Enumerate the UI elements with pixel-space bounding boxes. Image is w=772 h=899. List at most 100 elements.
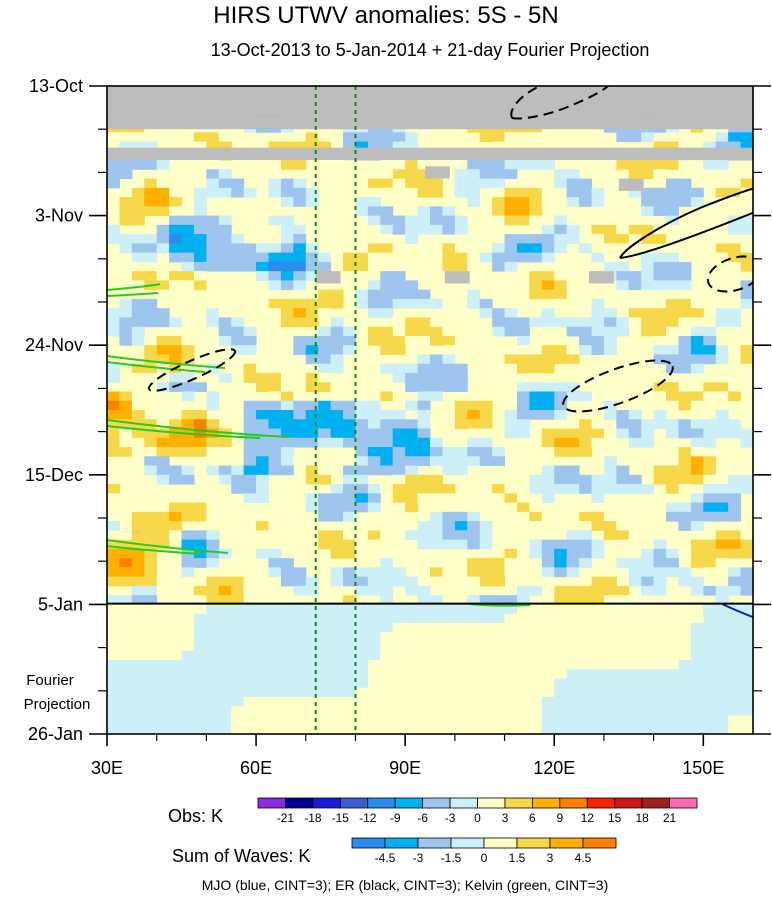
obs-cell	[492, 252, 506, 263]
obs-cell	[442, 419, 456, 430]
projection-cell	[566, 669, 580, 679]
obs-cell	[156, 243, 170, 254]
colorbar-swatch	[549, 837, 584, 849]
obs-cell	[641, 317, 655, 328]
obs-cell	[454, 243, 468, 254]
obs-cell	[343, 474, 356, 485]
projection-cell	[355, 604, 369, 615]
obs-cell	[666, 187, 679, 198]
projection-cell	[206, 687, 220, 698]
obs-cell	[193, 437, 207, 448]
obs-cell	[392, 298, 406, 309]
projection-cell	[603, 715, 617, 726]
obs-cell	[119, 169, 133, 180]
projection-cell	[467, 650, 481, 661]
obs-cell	[492, 484, 506, 494]
obs-cell	[653, 345, 667, 355]
projection-cell	[579, 632, 592, 642]
projection-cell	[144, 669, 158, 679]
obs-cell	[504, 595, 518, 605]
colorbar-swatch	[417, 837, 452, 849]
obs-cell	[193, 530, 207, 541]
projection-cell	[380, 641, 394, 652]
obs-cell	[579, 197, 592, 207]
obs-cell	[392, 187, 406, 198]
obs-cell	[529, 539, 543, 550]
projection-cell	[119, 659, 133, 670]
projection-cell	[715, 696, 729, 707]
obs-cell	[107, 308, 120, 318]
obs-cell	[131, 132, 145, 143]
projection-cell	[256, 669, 269, 679]
projection-cell	[715, 706, 729, 716]
obs-cell	[541, 521, 555, 531]
projection-cell	[107, 632, 120, 642]
projection-cell	[591, 724, 605, 734]
obs-cell	[728, 484, 742, 494]
obs-cell	[690, 197, 704, 207]
obs-cell	[529, 585, 543, 596]
x-tick-label: 30E	[91, 758, 123, 778]
obs-cell	[641, 169, 655, 180]
obs-cell	[343, 428, 356, 439]
obs-cell	[367, 197, 381, 207]
colorbar-swatch	[516, 837, 551, 849]
projection-cell	[156, 724, 170, 734]
obs-cell	[417, 428, 431, 439]
obs-cell	[740, 132, 753, 143]
obs-cell	[280, 160, 294, 170]
obs-cell	[218, 502, 232, 513]
obs-cell	[554, 178, 568, 189]
obs-cell	[392, 493, 406, 504]
projection-cell	[715, 613, 729, 624]
obs-cell	[653, 261, 667, 272]
obs-cell	[628, 363, 642, 374]
projection-cell	[119, 632, 133, 642]
obs-cell	[107, 419, 120, 430]
obs-cell	[144, 206, 158, 217]
obs-cell	[541, 548, 555, 559]
obs-cell	[566, 437, 580, 448]
obs-cell	[740, 224, 753, 235]
projection-cell	[504, 687, 518, 698]
obs-cell	[107, 400, 120, 411]
obs-cell	[280, 243, 294, 254]
projection-cell	[504, 659, 518, 670]
obs-cell	[355, 484, 369, 494]
projection-cell	[666, 641, 679, 652]
obs-cell	[516, 493, 530, 504]
obs-cell	[131, 335, 145, 346]
projection-cell	[367, 715, 381, 726]
obs-cell	[380, 206, 394, 217]
obs-cell	[479, 595, 493, 605]
obs-cell	[628, 271, 642, 281]
obs-cell	[305, 197, 319, 207]
obs-cell	[442, 400, 456, 411]
obs-cell	[144, 160, 158, 170]
obs-cell	[666, 567, 679, 578]
projection-cell	[193, 650, 207, 661]
obs-cell	[144, 308, 158, 318]
obs-cell	[367, 456, 381, 467]
obs-cell	[380, 558, 394, 568]
obs-cell	[641, 206, 655, 217]
obs-cell	[467, 169, 481, 180]
obs-cell	[616, 484, 630, 494]
projection-cell	[492, 641, 506, 652]
obs-cell	[231, 335, 245, 346]
obs-cell	[131, 400, 145, 411]
obs-cell	[715, 178, 729, 189]
obs-cell	[405, 326, 419, 337]
obs-cell	[641, 558, 655, 568]
projection-cell	[305, 632, 319, 642]
projection-cell	[442, 650, 456, 661]
obs-cell	[119, 261, 133, 272]
obs-cell	[516, 511, 530, 522]
obs-cell	[392, 548, 406, 559]
obs-cell	[579, 511, 592, 522]
obs-cell	[169, 511, 183, 522]
obs-cell	[541, 271, 555, 281]
obs-cell	[107, 206, 120, 217]
projection-cell	[231, 724, 245, 734]
obs-cell	[119, 215, 133, 226]
